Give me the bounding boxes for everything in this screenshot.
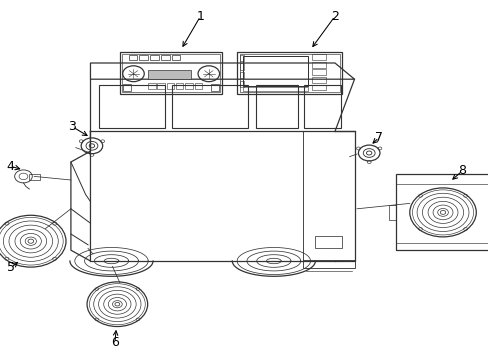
Bar <box>311 62 325 68</box>
Bar <box>185 83 192 89</box>
Text: 8: 8 <box>457 165 465 177</box>
Bar <box>311 69 325 75</box>
Bar <box>239 81 244 87</box>
Text: 4: 4 <box>7 160 15 173</box>
Bar <box>161 55 169 60</box>
Text: 3: 3 <box>68 120 76 133</box>
Bar <box>157 83 164 89</box>
Bar <box>176 83 183 89</box>
Bar <box>239 55 244 61</box>
Bar <box>311 54 325 60</box>
Bar <box>128 55 137 60</box>
Bar <box>311 85 325 90</box>
Bar <box>311 77 325 83</box>
Bar <box>237 52 342 94</box>
Bar <box>120 52 222 94</box>
Bar <box>172 85 247 128</box>
Text: 1: 1 <box>196 10 204 23</box>
Bar <box>211 84 219 91</box>
Bar <box>99 85 164 128</box>
Bar <box>194 83 202 89</box>
Text: 7: 7 <box>374 131 382 144</box>
Bar <box>303 260 354 268</box>
Bar <box>315 236 342 248</box>
Bar <box>243 56 307 86</box>
Bar <box>239 54 339 92</box>
Bar <box>148 70 191 79</box>
Bar <box>396 175 488 250</box>
Bar <box>256 85 297 128</box>
Bar <box>304 85 340 128</box>
Text: 2: 2 <box>330 10 338 23</box>
Bar <box>171 55 180 60</box>
Bar <box>123 84 131 91</box>
Bar <box>29 174 40 180</box>
Bar <box>388 205 396 220</box>
Bar <box>243 87 307 91</box>
Text: 6: 6 <box>111 336 119 349</box>
Text: 5: 5 <box>7 261 15 274</box>
Bar <box>239 63 244 70</box>
Bar <box>166 83 174 89</box>
Bar <box>239 72 244 78</box>
Bar <box>150 55 159 60</box>
Bar <box>148 83 155 89</box>
Bar <box>139 55 148 60</box>
Bar <box>122 54 220 92</box>
